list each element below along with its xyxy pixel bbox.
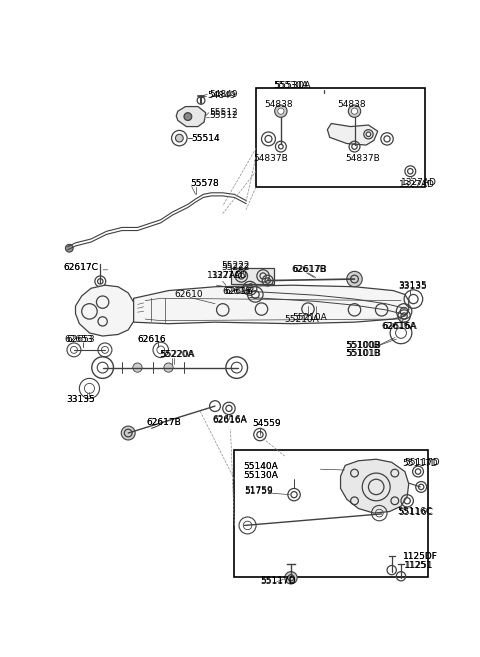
Text: 1327AD: 1327AD (401, 178, 437, 187)
Text: 1327AD: 1327AD (207, 271, 243, 281)
Polygon shape (327, 124, 378, 145)
Text: 62616: 62616 (224, 287, 253, 296)
Text: 51759: 51759 (244, 487, 273, 496)
Polygon shape (75, 285, 133, 336)
Text: 55512: 55512 (209, 108, 238, 117)
Text: 55140A: 55140A (243, 462, 277, 470)
Text: 33135: 33135 (66, 395, 95, 403)
Text: 1125DF: 1125DF (403, 552, 437, 560)
Text: 33135: 33135 (398, 281, 427, 290)
Text: 1327AD: 1327AD (212, 271, 248, 281)
Text: 54838: 54838 (337, 100, 366, 109)
Text: 55220A: 55220A (159, 350, 194, 359)
Text: 62617B: 62617B (147, 418, 181, 427)
Circle shape (164, 363, 173, 373)
Circle shape (351, 108, 358, 114)
Text: 54837B: 54837B (254, 154, 288, 163)
Text: 55101B: 55101B (345, 350, 380, 358)
Polygon shape (176, 106, 206, 127)
Polygon shape (133, 285, 409, 324)
Text: 55512: 55512 (209, 111, 238, 120)
Text: 55100B: 55100B (345, 341, 380, 350)
Polygon shape (230, 268, 274, 284)
Circle shape (275, 105, 287, 118)
Text: 55100B: 55100B (347, 341, 382, 350)
Text: 55130A: 55130A (243, 471, 278, 480)
Text: 55222: 55222 (221, 263, 250, 272)
Text: 55514: 55514 (192, 133, 220, 143)
Text: 51759: 51759 (244, 486, 273, 495)
Circle shape (121, 426, 135, 440)
Text: 54559: 54559 (252, 419, 281, 428)
Text: 33135: 33135 (398, 283, 427, 291)
Circle shape (65, 244, 73, 252)
Text: 55130A: 55130A (243, 471, 278, 480)
Text: 54849: 54849 (209, 90, 237, 99)
Text: 62616: 62616 (137, 334, 166, 344)
Text: 62616: 62616 (223, 287, 252, 296)
Text: 54838: 54838 (264, 100, 292, 109)
Polygon shape (340, 459, 409, 513)
Text: 55210A: 55210A (285, 315, 320, 325)
Circle shape (176, 134, 183, 142)
Circle shape (347, 271, 362, 286)
Circle shape (285, 572, 297, 584)
Circle shape (278, 108, 284, 114)
Text: 55116C: 55116C (397, 507, 432, 516)
Text: 62616: 62616 (137, 334, 166, 344)
Text: 62653: 62653 (65, 334, 93, 344)
Text: 62653: 62653 (66, 334, 95, 344)
Circle shape (184, 113, 192, 120)
Text: 62616A: 62616A (212, 417, 247, 425)
Text: 55116C: 55116C (398, 508, 433, 517)
Text: 55222: 55222 (221, 261, 250, 271)
Text: 62616A: 62616A (383, 323, 417, 331)
Text: 62617B: 62617B (291, 265, 326, 275)
Text: 55140A: 55140A (243, 462, 277, 470)
Text: 55514: 55514 (192, 133, 220, 143)
Bar (256, 88, 425, 187)
Text: 55117D: 55117D (404, 458, 440, 467)
Text: 54849: 54849 (207, 91, 236, 101)
Text: 1327AD: 1327AD (399, 180, 435, 189)
Circle shape (133, 363, 142, 373)
Text: 11251: 11251 (404, 561, 433, 570)
Text: 55117D: 55117D (403, 459, 438, 468)
Text: 55530A: 55530A (274, 81, 311, 89)
Text: 62617B: 62617B (292, 265, 327, 275)
Text: 62617C: 62617C (64, 263, 99, 272)
Text: 55530A: 55530A (274, 81, 308, 89)
Text: 62616A: 62616A (212, 415, 247, 424)
Text: 62617B: 62617B (147, 418, 181, 427)
Text: 55117D: 55117D (260, 576, 296, 585)
Text: 55210A: 55210A (292, 313, 327, 322)
Bar (234, 450, 428, 577)
Text: 62617C: 62617C (64, 263, 99, 272)
Text: 55578: 55578 (190, 179, 219, 188)
Text: 55220A: 55220A (161, 350, 195, 359)
Text: 62610: 62610 (175, 290, 204, 299)
Text: 55101B: 55101B (347, 350, 382, 358)
Text: 54559: 54559 (252, 419, 281, 428)
Text: 33135: 33135 (66, 395, 95, 403)
Circle shape (348, 105, 360, 118)
Text: 62616A: 62616A (382, 323, 416, 331)
Text: 54837B: 54837B (345, 154, 380, 163)
Text: 11251: 11251 (405, 561, 433, 570)
Text: 55117D: 55117D (260, 577, 296, 586)
Text: 55578: 55578 (190, 179, 219, 188)
Text: 1125DF: 1125DF (403, 552, 438, 560)
